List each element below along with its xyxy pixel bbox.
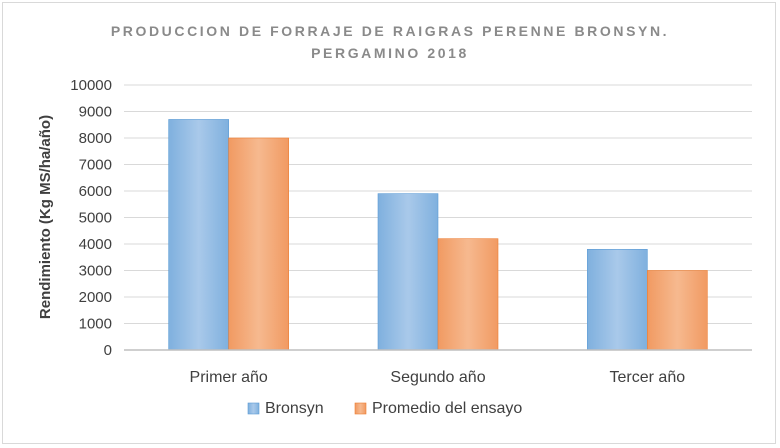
chart-title-line-2: PERGAMINO 2018	[311, 45, 469, 61]
legend-label-bronsyn: Bronsyn	[265, 400, 324, 417]
y-tick-label: 5000	[79, 210, 112, 227]
bar-promedio-2	[437, 238, 499, 351]
bar-promedio-3	[647, 270, 708, 351]
y-tick-label: 0	[104, 342, 112, 359]
y-tick-label: 3000	[79, 263, 112, 280]
y-tick-label: 6000	[79, 183, 112, 200]
y-tick-label: 8000	[79, 130, 112, 147]
y-tick-label: 2000	[79, 289, 112, 306]
legend-swatch-promedio	[354, 402, 367, 415]
bar-bronsyn-1	[168, 119, 229, 351]
x-tick-label: Tercer año	[610, 369, 686, 386]
legend-label-promedio: Promedio del ensayo	[372, 400, 522, 417]
y-tick-label: 1000	[79, 316, 112, 333]
y-tick-label: 9000	[79, 104, 112, 121]
y-tick-label: 7000	[79, 157, 112, 174]
y-tick-label: 4000	[79, 236, 112, 253]
bar-bronsyn-2	[377, 193, 439, 351]
x-tick-label: Primer año	[190, 369, 268, 386]
y-tick-label: 10000	[70, 77, 112, 94]
y-axis-label: Rendimiento (Kg MS/ha/año)	[37, 115, 54, 319]
y-axis-ticks: 0 1000 2000 3000 4000 5000 6000 7000 8000 9000 100…	[70, 77, 112, 359]
bars	[168, 119, 708, 351]
bar-promedio-1	[228, 137, 289, 351]
legend: Bronsyn Promedio del ensayo	[247, 400, 522, 417]
legend-swatch-bronsyn	[247, 402, 260, 415]
bar-bronsyn-3	[587, 249, 648, 351]
x-axis-ticks: Primer año Segundo año Tercer año	[190, 369, 686, 386]
x-tick-label: Segundo año	[390, 369, 485, 386]
chart-title-line-1: PRODUCCION DE FORRAJE DE RAIGRAS PERENNE…	[111, 23, 669, 39]
